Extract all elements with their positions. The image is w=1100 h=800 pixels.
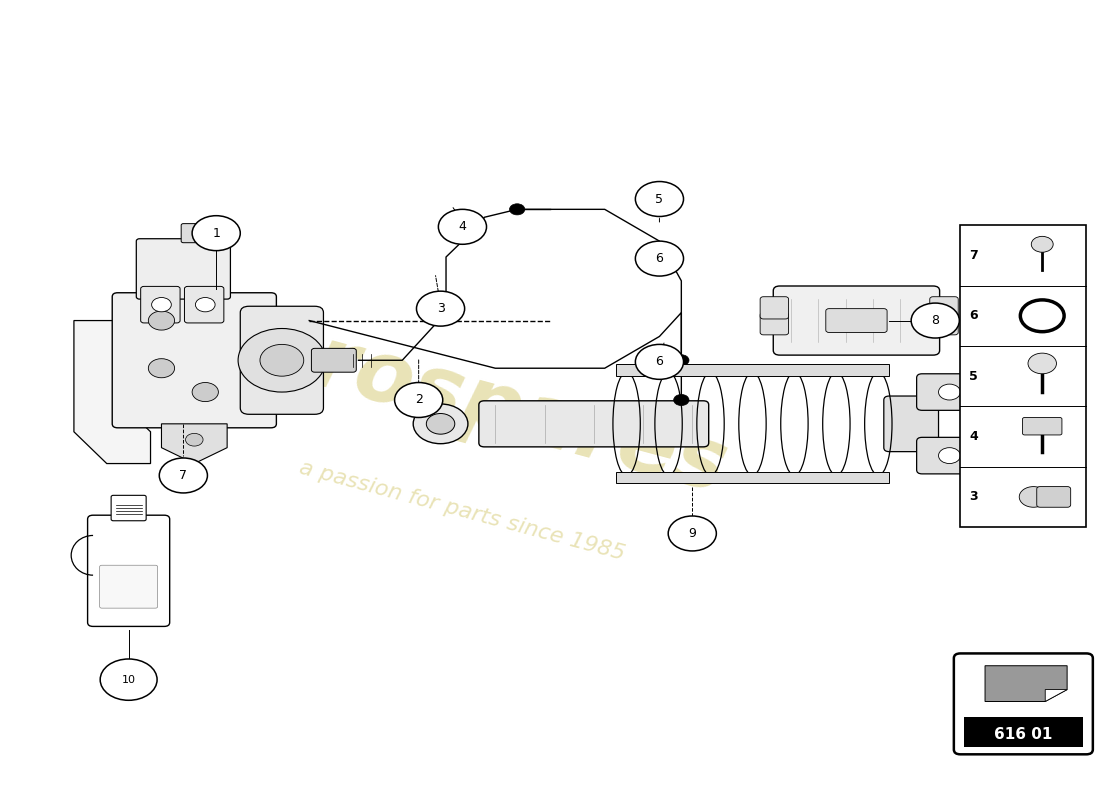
Polygon shape	[162, 424, 227, 463]
Text: 9: 9	[689, 527, 696, 540]
FancyBboxPatch shape	[930, 313, 958, 335]
Circle shape	[636, 241, 683, 276]
Text: 5: 5	[969, 370, 978, 382]
Text: 7: 7	[179, 469, 187, 482]
Text: 6: 6	[656, 355, 663, 368]
Text: 6: 6	[969, 310, 978, 322]
Text: 3: 3	[437, 302, 444, 315]
FancyBboxPatch shape	[478, 401, 708, 447]
Text: 4: 4	[969, 430, 978, 443]
Circle shape	[673, 354, 689, 366]
Text: 5: 5	[656, 193, 663, 206]
Circle shape	[1028, 353, 1056, 374]
Text: 1: 1	[212, 226, 220, 240]
Text: 3: 3	[969, 490, 978, 503]
FancyBboxPatch shape	[1023, 418, 1062, 435]
Text: 8: 8	[932, 314, 939, 327]
FancyBboxPatch shape	[760, 297, 789, 319]
Circle shape	[192, 216, 240, 250]
FancyBboxPatch shape	[182, 224, 213, 242]
Text: 6: 6	[656, 252, 663, 265]
Circle shape	[414, 404, 468, 444]
Circle shape	[668, 516, 716, 551]
Text: 2: 2	[415, 394, 422, 406]
Text: eurospares: eurospares	[189, 290, 736, 510]
Circle shape	[260, 344, 304, 376]
Circle shape	[148, 311, 175, 330]
Circle shape	[636, 344, 683, 379]
Circle shape	[509, 204, 525, 215]
Circle shape	[192, 382, 219, 402]
FancyBboxPatch shape	[916, 438, 971, 474]
Circle shape	[186, 434, 204, 446]
FancyBboxPatch shape	[112, 293, 276, 428]
Circle shape	[160, 458, 208, 493]
Circle shape	[395, 382, 442, 418]
FancyBboxPatch shape	[616, 471, 889, 483]
FancyBboxPatch shape	[100, 566, 157, 608]
FancyBboxPatch shape	[141, 286, 180, 323]
FancyBboxPatch shape	[185, 286, 224, 323]
FancyBboxPatch shape	[930, 297, 958, 319]
Circle shape	[938, 384, 960, 400]
Text: a passion for parts since 1985: a passion for parts since 1985	[297, 458, 627, 565]
Text: 7: 7	[969, 249, 978, 262]
FancyBboxPatch shape	[960, 226, 1087, 527]
FancyBboxPatch shape	[883, 396, 938, 452]
Circle shape	[439, 210, 486, 244]
FancyBboxPatch shape	[916, 374, 971, 410]
FancyBboxPatch shape	[954, 654, 1092, 754]
FancyBboxPatch shape	[311, 348, 356, 372]
Circle shape	[196, 298, 216, 312]
Circle shape	[1020, 486, 1047, 507]
Text: 10: 10	[122, 674, 135, 685]
FancyBboxPatch shape	[964, 717, 1084, 747]
Circle shape	[100, 659, 157, 700]
Text: OIL: OIL	[119, 576, 139, 586]
Circle shape	[1032, 236, 1053, 252]
Circle shape	[673, 394, 689, 406]
Circle shape	[417, 291, 464, 326]
Circle shape	[636, 182, 683, 217]
FancyBboxPatch shape	[88, 515, 169, 626]
FancyBboxPatch shape	[773, 286, 939, 355]
Circle shape	[911, 303, 959, 338]
FancyBboxPatch shape	[111, 495, 146, 521]
FancyBboxPatch shape	[826, 309, 887, 333]
Circle shape	[427, 414, 454, 434]
Circle shape	[152, 298, 172, 312]
Text: 616 01: 616 01	[994, 727, 1053, 742]
Polygon shape	[74, 321, 151, 463]
Polygon shape	[1045, 690, 1067, 702]
FancyBboxPatch shape	[1037, 486, 1070, 507]
Text: 4: 4	[459, 220, 466, 234]
FancyBboxPatch shape	[616, 364, 889, 376]
FancyBboxPatch shape	[760, 313, 789, 335]
Circle shape	[238, 329, 326, 392]
FancyBboxPatch shape	[240, 306, 323, 414]
FancyBboxPatch shape	[136, 238, 230, 299]
Polygon shape	[984, 666, 1067, 702]
Circle shape	[938, 448, 960, 463]
Circle shape	[148, 358, 175, 378]
